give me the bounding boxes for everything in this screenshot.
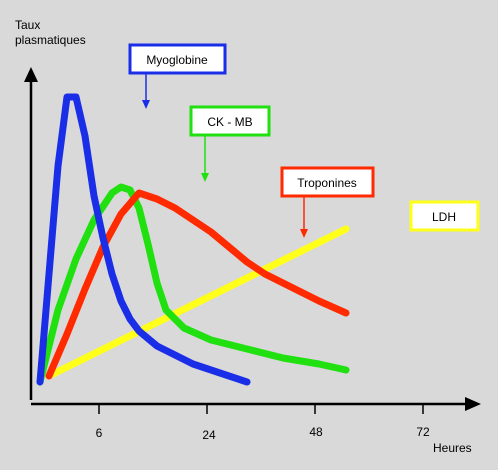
y-axis-label-line2: plasmatiques [15,33,86,47]
series-line-myoglobine [36,93,251,386]
callout-pointer-troponines [300,197,308,238]
x-tick-label-48: 48 [309,425,323,439]
y-axis-arrow [24,67,38,82]
callout-pointer-myoglobine [142,74,150,109]
x-axis-arrow [465,397,481,411]
series-line-troponines [45,189,350,380]
legend-label-troponines: Troponines [297,176,357,190]
x-tick-label-24: 24 [202,428,216,442]
legend-label-ck-mb: CK - MB [207,115,252,129]
x-tick-label-6: 6 [96,426,103,440]
series-line-ldh [45,225,350,380]
callout-pointer-ck-mb [201,136,209,182]
legend-label-ldh: LDH [432,210,456,224]
series-line-ck-mb [36,183,350,386]
legend-box-ldh: LDH [409,200,480,232]
y-axis-label-line1: Taux [15,18,40,32]
x-tick-label-72: 72 [416,425,430,439]
legend-box-ck-mb: CK - MB [189,105,271,137]
x-axis-label: Heures [433,441,472,455]
legend-box-myoglobine: Myoglobine [128,43,227,75]
legend-label-myoglobine: Myoglobine [146,53,208,67]
legend-box-troponines: Troponines [280,166,375,198]
